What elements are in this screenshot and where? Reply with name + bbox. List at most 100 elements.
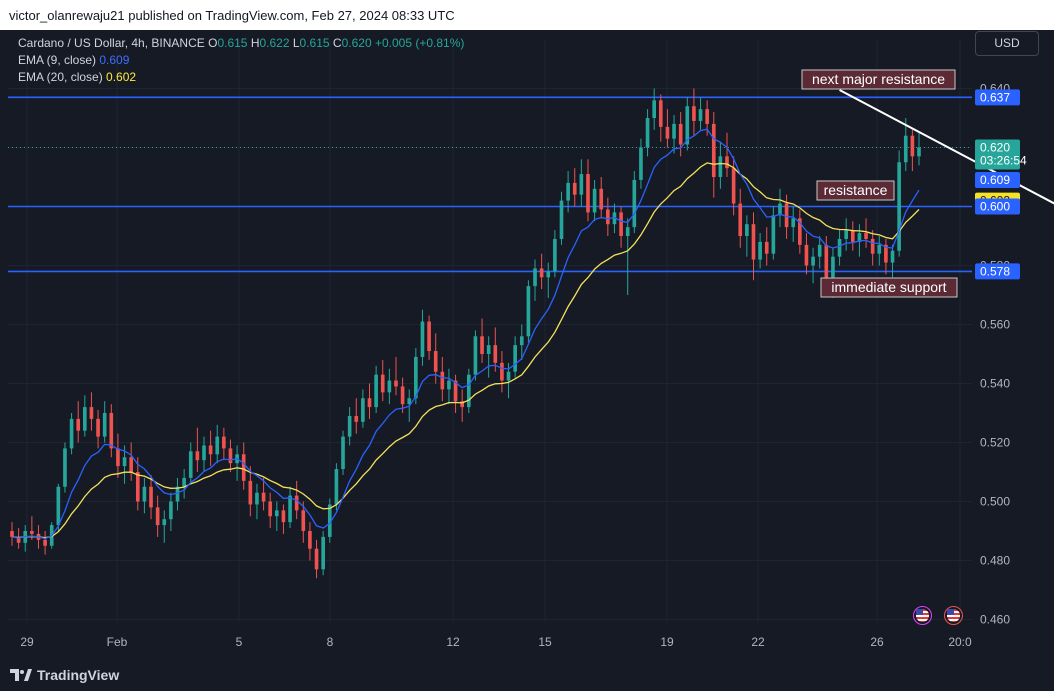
y-tick-label: 0.520 — [980, 436, 1010, 450]
candle-body — [440, 371, 445, 390]
y-tick-label: 0.540 — [980, 377, 1010, 391]
candle-body — [288, 495, 292, 523]
candle-body — [725, 156, 729, 169]
x-tick-label: 5 — [236, 635, 243, 649]
candle-body — [897, 162, 901, 251]
candle-body — [486, 345, 491, 354]
candle-body — [771, 215, 776, 254]
candle-body — [341, 436, 345, 470]
candle-body — [566, 182, 570, 201]
candle-body — [182, 477, 186, 487]
y-tick-label: 0.560 — [980, 318, 1010, 332]
candle-body — [586, 174, 590, 213]
candle-body — [884, 244, 888, 263]
candle-body — [30, 531, 34, 534]
x-tick-label: 20:0 — [948, 635, 972, 649]
candle-body — [43, 539, 47, 546]
candle-body — [910, 135, 915, 157]
x-tick-label: 26 — [870, 635, 884, 649]
candle-body — [460, 401, 465, 408]
candle-body — [705, 109, 709, 124]
candle-body — [400, 386, 405, 405]
candle-body — [83, 407, 87, 431]
candle-body — [817, 244, 822, 257]
candle-body — [135, 472, 140, 502]
candle-body — [579, 174, 584, 195]
y-tick-label: 0.480 — [980, 554, 1010, 568]
candle-body — [857, 233, 862, 242]
y-tick-label: 0.460 — [980, 613, 1010, 627]
candle-body — [169, 501, 173, 520]
candle-body — [824, 244, 829, 278]
price-chart[interactable]: next major resistance resistance immediate… — [0, 30, 1054, 661]
candle-body — [321, 536, 325, 570]
candle-body — [274, 510, 279, 517]
ema20-value: 0.602 — [106, 70, 137, 84]
candle-body — [427, 321, 431, 352]
candle-body — [387, 380, 392, 393]
candle-body — [665, 126, 670, 139]
ema9-label: EMA (9, close) — [18, 53, 97, 67]
candle-body — [645, 118, 650, 148]
candle-body — [63, 448, 67, 487]
low-label: L — [292, 36, 300, 50]
us-flag-icon[interactable] — [944, 606, 963, 625]
candle-body — [447, 380, 451, 390]
ema20-row[interactable]: EMA (20, close) 0.602 — [18, 69, 464, 86]
candle-body — [592, 188, 597, 213]
candle-body — [480, 336, 484, 354]
candle-body — [473, 336, 478, 375]
x-tick-label: Feb — [107, 635, 128, 649]
candle-body — [327, 504, 332, 537]
candle-body — [69, 418, 74, 449]
candle-body — [215, 436, 220, 455]
price-tag-label: 0.637 — [980, 90, 1010, 104]
candle-body — [798, 218, 802, 245]
tradingview-brand[interactable]: TradingView — [10, 667, 119, 683]
candle-body — [10, 531, 14, 537]
annotations-layer: next major resistance resistance immediate… — [801, 69, 958, 298]
candle-body — [731, 168, 736, 204]
candle-body — [56, 486, 61, 526]
candle-body — [394, 380, 398, 387]
high-label: H — [250, 36, 260, 50]
flag-canton — [947, 609, 954, 615]
candle-body — [202, 445, 206, 461]
candle-body — [149, 486, 153, 508]
publish-info-text: victor_olanrewaju21 published on Trading… — [9, 8, 455, 23]
candle-body — [877, 244, 882, 254]
candle-body — [367, 398, 372, 408]
candle-body — [16, 536, 21, 543]
candle-body — [354, 415, 359, 422]
open-value: 0.615 — [217, 36, 248, 50]
candle-body — [407, 398, 412, 405]
ema9-layer — [11, 128, 920, 540]
y-tick-label: 0.500 — [980, 495, 1010, 509]
candle-body — [837, 238, 842, 257]
annotation-text: immediate support — [831, 279, 946, 295]
candle-body — [625, 227, 630, 236]
candle-body — [122, 457, 127, 467]
ema9-line — [11, 128, 920, 540]
annotation-text: next major resistance — [812, 71, 945, 87]
currency-button[interactable]: USD — [975, 31, 1039, 56]
candle-body — [804, 244, 809, 266]
candle-body — [546, 271, 551, 278]
candle-body — [526, 286, 531, 337]
price-axis: 0.6400.6200.6000.5800.5600.5400.5200.500… — [975, 82, 1027, 627]
low-value: 0.615 — [299, 36, 330, 50]
footer-bar — [0, 661, 1054, 691]
candle-body — [890, 250, 895, 263]
symbol-label[interactable]: Cardano / US Dollar, 4h, BINANCE — [18, 36, 205, 50]
change-value: +0.005 (+0.81%) — [374, 36, 465, 50]
ema9-row[interactable]: EMA (9, close) 0.609 — [18, 52, 464, 69]
candle-body — [870, 238, 875, 254]
candle-body — [850, 230, 855, 242]
flag-canton — [916, 609, 923, 615]
candle-body — [745, 224, 749, 236]
ema20-line — [11, 162, 920, 539]
ema20-label: EMA (20, close) — [18, 70, 103, 84]
us-flag-icon[interactable] — [913, 606, 932, 625]
candle-body — [758, 241, 762, 260]
price-tag — [975, 263, 1020, 280]
